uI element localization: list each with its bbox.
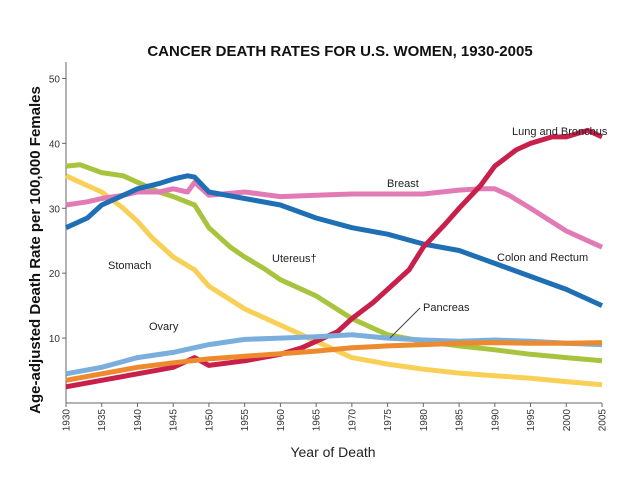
series-line-uterus bbox=[65, 162, 603, 364]
x-tick-label: 1940 bbox=[133, 409, 144, 432]
y-tick-label: 30 bbox=[49, 204, 61, 215]
x-tick-label: 1930 bbox=[62, 409, 73, 432]
x-tick-label: 1990 bbox=[490, 409, 501, 432]
series-label-uterus: Utereus† bbox=[272, 253, 317, 265]
chart-title: CANCER DEATH RATES FOR U.S. WOMEN, 1930-… bbox=[147, 43, 532, 60]
series-label-stomach: Stomach bbox=[108, 260, 151, 272]
series-label-breast: Breast bbox=[387, 178, 419, 190]
series-line-breast bbox=[65, 179, 604, 250]
series-label-pancreas: Pancreas bbox=[423, 302, 470, 314]
x-tick-label: 1970 bbox=[347, 409, 358, 432]
x-tick-label: 1960 bbox=[276, 409, 287, 432]
pancreas-leader-line bbox=[389, 307, 421, 339]
x-axis-label: Year of Death bbox=[290, 444, 375, 460]
series-lines bbox=[64, 127, 604, 390]
series-label-ovary: Ovary bbox=[149, 321, 179, 333]
y-axis-ticks: 10 20 30 40 50 bbox=[49, 74, 66, 345]
x-tick-label: 1935 bbox=[97, 409, 108, 432]
x-axis-ticks: 1930 1935 1940 1945 1950 1955 1960 1965 1970 1975… bbox=[62, 403, 609, 431]
x-tick-label: 2000 bbox=[562, 409, 573, 432]
x-tick-label: 1965 bbox=[312, 409, 323, 432]
y-tick-label: 10 bbox=[49, 334, 61, 345]
x-tick-label: 1945 bbox=[169, 409, 180, 432]
series-label-lung-bronchus: Lung and Bronchus bbox=[512, 126, 608, 138]
x-tick-label: 1985 bbox=[455, 409, 466, 432]
x-tick-label: 2005 bbox=[598, 409, 609, 432]
y-tick-label: 50 bbox=[49, 74, 61, 85]
x-tick-label: 1950 bbox=[204, 409, 215, 432]
series-line-pancreas bbox=[65, 340, 603, 383]
x-tick-label: 1995 bbox=[526, 409, 537, 432]
series-line-colon-and-rectum bbox=[64, 173, 604, 308]
y-tick-label: 40 bbox=[49, 139, 61, 150]
x-tick-label: 1980 bbox=[419, 409, 430, 432]
x-tick-label: 1955 bbox=[240, 409, 251, 432]
y-axis-label: Age-adjusted Death Rate per 100,000 Fema… bbox=[27, 86, 44, 414]
y-tick-label: 20 bbox=[49, 269, 61, 280]
series-line-stomach bbox=[64, 173, 603, 388]
series-label-colon-rectum: Colon and Rectum bbox=[497, 252, 588, 264]
x-tick-label: 1975 bbox=[383, 409, 394, 432]
